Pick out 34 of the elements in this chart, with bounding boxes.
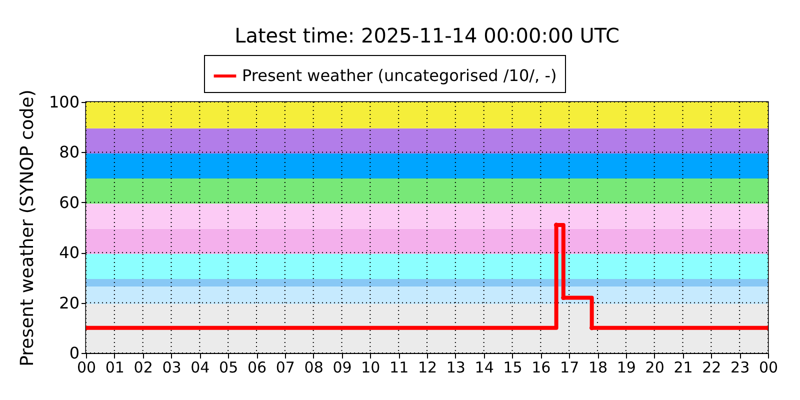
x-tick-label: 01 <box>105 358 124 376</box>
x-tick-label: 00 <box>758 358 778 376</box>
y-tick-label: 100 <box>48 92 80 112</box>
x-tick-label: 18 <box>588 358 608 376</box>
x-tick-label: 22 <box>702 358 722 376</box>
x-tick-label: 05 <box>219 358 238 376</box>
x-tick-label: 17 <box>560 358 580 376</box>
x-tick-label: 13 <box>446 358 466 376</box>
x-tick-label: 21 <box>674 358 693 376</box>
chart-title: Latest time: 2025-11-14 00:00:00 UTC <box>234 24 620 48</box>
x-tick-label: 00 <box>76 358 96 376</box>
y-tick-label: 20 <box>59 293 80 312</box>
x-tick-label: 11 <box>390 358 409 376</box>
y-tick-label: 40 <box>59 243 80 262</box>
x-tick-label: 12 <box>418 358 438 376</box>
x-tick-label: 07 <box>276 358 295 376</box>
y-tick-label: 60 <box>59 192 80 212</box>
y-axis-title: Present weather (SYNOP code) <box>16 90 38 366</box>
x-tick-label: 19 <box>616 358 636 376</box>
x-tick-label: 23 <box>730 358 750 376</box>
x-tick-label: 09 <box>332 358 352 376</box>
x-tick-label: 16 <box>532 358 551 376</box>
x-tick-label: 20 <box>645 358 664 376</box>
x-tick-label: 04 <box>190 358 210 376</box>
x-tick-label: 06 <box>247 358 267 376</box>
x-tick-label: 03 <box>162 358 182 376</box>
x-tick-label: 02 <box>134 358 153 376</box>
legend-label: Present weather (uncategorised /10/, -) <box>242 66 557 85</box>
x-tick-label: 08 <box>304 358 324 376</box>
x-tick-label: 14 <box>474 358 494 376</box>
y-tick-label: 0 <box>69 344 80 362</box>
x-tick-label: 10 <box>361 358 380 376</box>
x-tick-label: 15 <box>503 358 522 376</box>
y-tick-label: 80 <box>59 142 80 162</box>
